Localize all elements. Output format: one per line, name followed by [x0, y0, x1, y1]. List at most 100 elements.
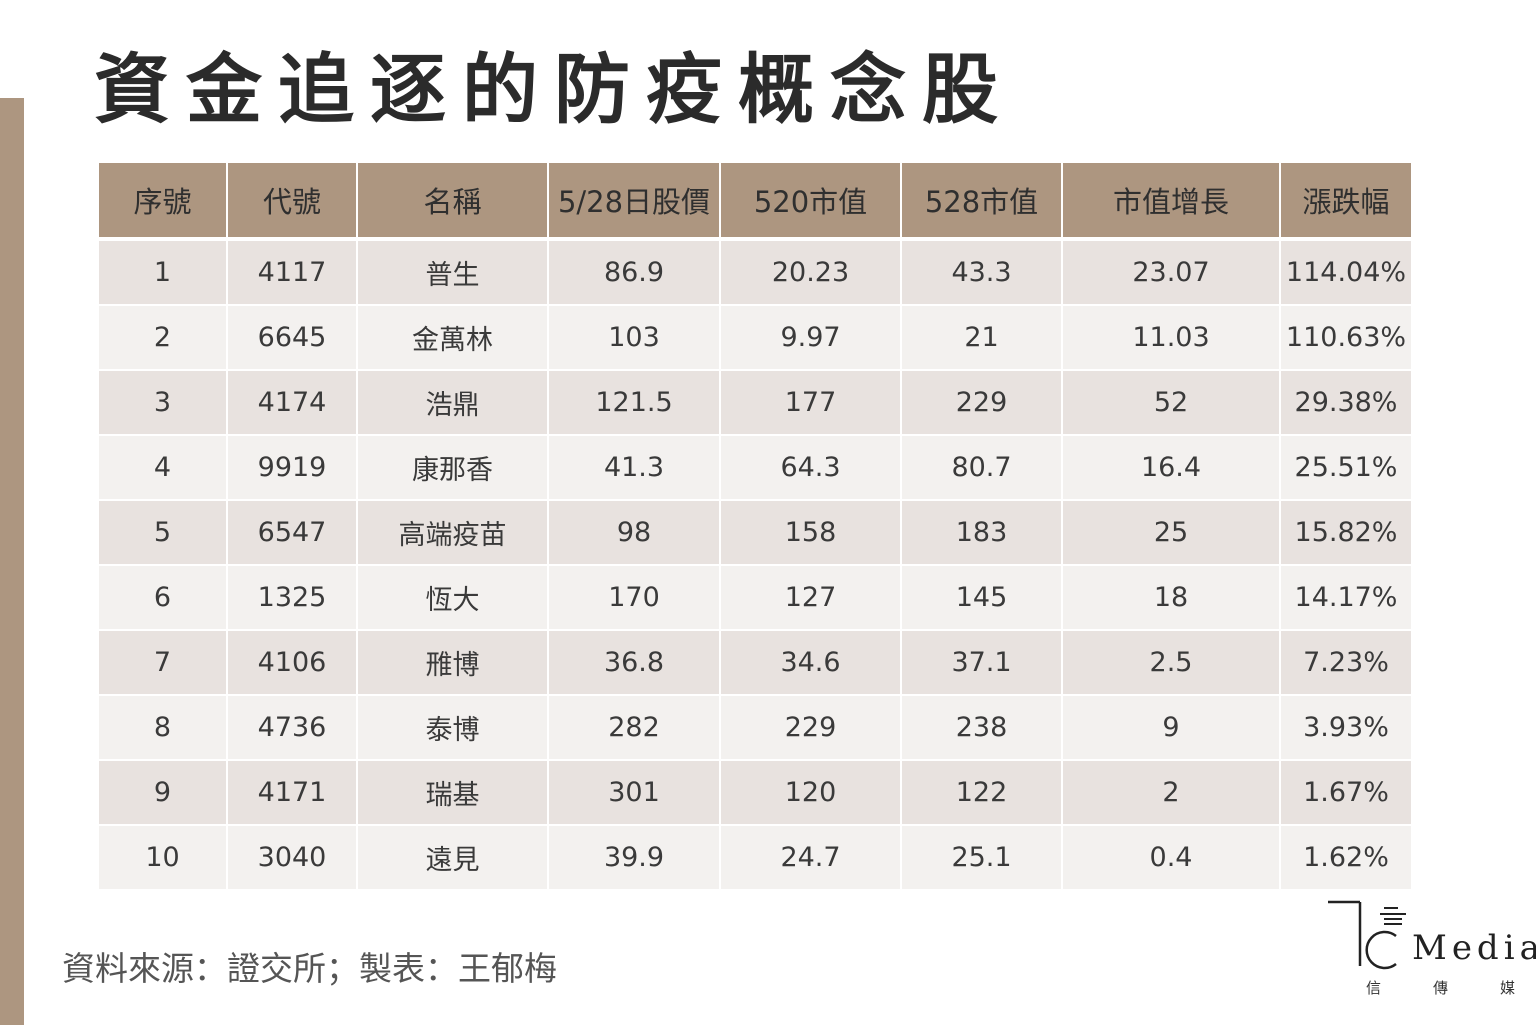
- cell-cap-520: 9.97: [720, 305, 902, 371]
- cell-cap-growth: 9: [1062, 695, 1281, 761]
- table-row: 8 4736 泰博 282 229 238 9 3.93%: [99, 695, 1411, 761]
- cell-cap-growth: 0.4: [1062, 825, 1281, 891]
- cell-price: 39.9: [548, 825, 721, 891]
- cell-code: 1325: [227, 565, 358, 631]
- logo-mark-icon: [1328, 900, 1406, 970]
- cell-cap-520: 127: [720, 565, 902, 631]
- cell-change-pct: 14.17%: [1280, 565, 1411, 631]
- cell-price: 170: [548, 565, 721, 631]
- cell-index: 2: [99, 305, 228, 371]
- cell-cap-520: 229: [720, 695, 902, 761]
- table-body: 1 4117 普生 86.9 20.23 43.3 23.07 114.04% 2 6645 金萬林…: [99, 239, 1411, 891]
- table-row: 9 4171 瑞基 301 120 122 2 1.67%: [99, 760, 1411, 826]
- cell-price: 98: [548, 500, 721, 566]
- cell-code: 6547: [227, 500, 358, 566]
- cell-change-pct: 7.23%: [1280, 630, 1411, 696]
- cell-price: 86.9: [548, 239, 721, 306]
- cell-cap-528: 21: [901, 305, 1063, 371]
- cell-cap-528: 37.1: [901, 630, 1063, 696]
- cell-index: 3: [99, 370, 228, 436]
- cell-cap-520: 158: [720, 500, 902, 566]
- cell-change-pct: 15.82%: [1280, 500, 1411, 566]
- cell-change-pct: 114.04%: [1280, 239, 1411, 306]
- cell-name: 遠見: [357, 825, 549, 891]
- cell-index: 9: [99, 760, 228, 826]
- cell-code: 4171: [227, 760, 358, 826]
- cell-code: 3040: [227, 825, 358, 891]
- cell-cap-528: 238: [901, 695, 1063, 761]
- cell-cap-528: 145: [901, 565, 1063, 631]
- header-cap-520: 520市值: [720, 163, 902, 241]
- left-accent-bar: [0, 98, 24, 1025]
- cell-cap-520: 34.6: [720, 630, 902, 696]
- cell-price: 103: [548, 305, 721, 371]
- cell-cap-520: 20.23: [720, 239, 902, 306]
- header-name: 名稱: [357, 163, 549, 241]
- cell-index: 5: [99, 500, 228, 566]
- cell-code: 4106: [227, 630, 358, 696]
- header-cap-528: 528市值: [901, 163, 1063, 241]
- cell-change-pct: 29.38%: [1280, 370, 1411, 436]
- cell-index: 8: [99, 695, 228, 761]
- table-row: 3 4174 浩鼎 121.5 177 229 52 29.38%: [99, 370, 1411, 436]
- cell-price: 36.8: [548, 630, 721, 696]
- cell-code: 6645: [227, 305, 358, 371]
- cell-cap-growth: 18: [1062, 565, 1281, 631]
- page-title: 資金追逐的防疫概念股: [94, 45, 1014, 134]
- header-cap-growth: 市值增長: [1062, 163, 1281, 241]
- cell-price: 282: [548, 695, 721, 761]
- cell-change-pct: 1.62%: [1280, 825, 1411, 891]
- header-index: 序號: [99, 163, 228, 241]
- cell-code: 9919: [227, 435, 358, 501]
- cell-cap-520: 120: [720, 760, 902, 826]
- table-row: 6 1325 恆大 170 127 145 18 14.17%: [99, 565, 1411, 631]
- cell-cap-528: 80.7: [901, 435, 1063, 501]
- cell-price: 121.5: [548, 370, 721, 436]
- cell-name: 瑞基: [357, 760, 549, 826]
- cell-cap-528: 183: [901, 500, 1063, 566]
- header-price: 5/28日股價: [548, 163, 721, 241]
- cell-change-pct: 25.51%: [1280, 435, 1411, 501]
- cell-cap-520: 24.7: [720, 825, 902, 891]
- cell-cap-growth: 52: [1062, 370, 1281, 436]
- cell-name: 浩鼎: [357, 370, 549, 436]
- cell-index: 10: [99, 825, 228, 891]
- cell-cap-528: 229: [901, 370, 1063, 436]
- header-change-pct: 漲跌幅: [1280, 163, 1411, 241]
- cell-change-pct: 3.93%: [1280, 695, 1411, 761]
- table-row: 10 3040 遠見 39.9 24.7 25.1 0.4 1.62%: [99, 825, 1411, 891]
- table-row: 2 6645 金萬林 103 9.97 21 11.03 110.63%: [99, 305, 1411, 371]
- table-row: 5 6547 高端疫苗 98 158 183 25 15.82%: [99, 500, 1411, 566]
- cell-code: 4736: [227, 695, 358, 761]
- table-header-row: 序號 代號 名稱 5/28日股價 520市值 528市值 市值增長 漲跌幅: [99, 163, 1411, 241]
- cell-cap-528: 43.3: [901, 239, 1063, 306]
- cell-name: 普生: [357, 239, 549, 306]
- brand-logo: Media 信傳媒: [1326, 898, 1536, 1008]
- cell-name: 高端疫苗: [357, 500, 549, 566]
- cell-price: 301: [548, 760, 721, 826]
- cell-change-pct: 110.63%: [1280, 305, 1411, 371]
- cell-cap-growth: 23.07: [1062, 239, 1281, 306]
- cell-name: 恆大: [357, 565, 549, 631]
- cell-index: 6: [99, 565, 228, 631]
- cell-change-pct: 1.67%: [1280, 760, 1411, 826]
- cell-cap-growth: 11.03: [1062, 305, 1281, 371]
- table-row: 1 4117 普生 86.9 20.23 43.3 23.07 114.04%: [99, 239, 1411, 306]
- header-code: 代號: [227, 163, 358, 241]
- cell-cap-growth: 2.5: [1062, 630, 1281, 696]
- cell-index: 1: [99, 239, 228, 306]
- cell-cap-528: 122: [901, 760, 1063, 826]
- cell-code: 4174: [227, 370, 358, 436]
- logo-text: Media: [1412, 928, 1536, 968]
- cell-price: 41.3: [548, 435, 721, 501]
- source-note: 資料來源：證交所；製表：王郁梅: [62, 949, 557, 988]
- cell-index: 7: [99, 630, 228, 696]
- table-row: 7 4106 雃博 36.8 34.6 37.1 2.5 7.23%: [99, 630, 1411, 696]
- cell-cap-growth: 2: [1062, 760, 1281, 826]
- cell-cap-growth: 25: [1062, 500, 1281, 566]
- table-row: 4 9919 康那香 41.3 64.3 80.7 16.4 25.51%: [99, 435, 1411, 501]
- cell-name: 雃博: [357, 630, 549, 696]
- cell-name: 康那香: [357, 435, 549, 501]
- cell-cap-growth: 16.4: [1062, 435, 1281, 501]
